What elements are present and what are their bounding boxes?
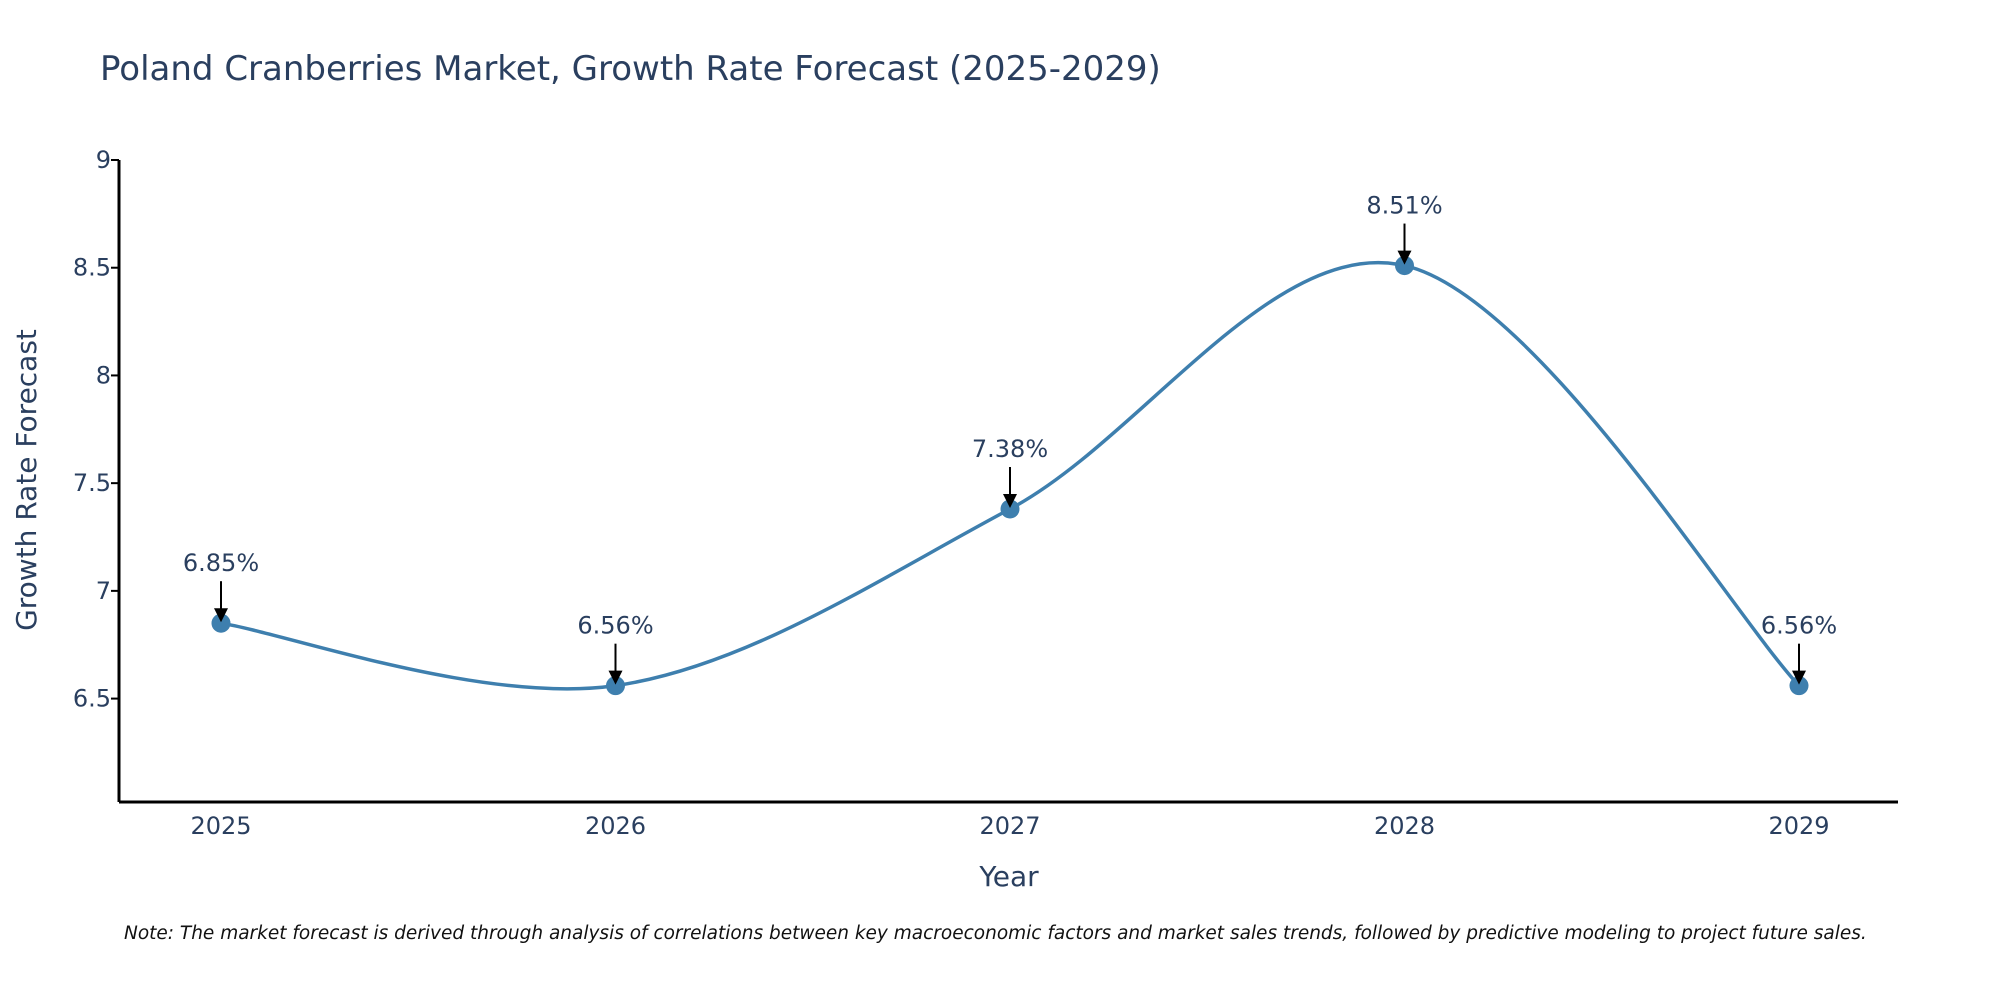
chart-note: Note: The market forecast is derived thr… — [124, 923, 1867, 944]
axes — [117, 160, 1898, 804]
y-tick-label: 8.5 — [73, 254, 111, 282]
data-label: 6.56% — [1761, 612, 1837, 640]
data-label: 6.85% — [183, 549, 259, 577]
y-tick-label: 7 — [96, 577, 111, 605]
x-tick-label: 2028 — [1374, 812, 1435, 840]
data-label: 6.56% — [577, 612, 653, 640]
data-point — [1395, 256, 1414, 276]
y-axis-title: Growth Rate Forecast — [10, 329, 43, 631]
x-tick-label: 2025 — [190, 812, 251, 840]
annotation-arrowhead — [1792, 670, 1806, 685]
annotation-arrowhead — [214, 608, 228, 623]
x-axis-ticks: 2025 2026 2027 2028 2029 — [190, 812, 1829, 840]
annotation-arrowhead — [608, 670, 623, 685]
y-tick-label: 8 — [96, 361, 111, 389]
data-point — [606, 676, 625, 696]
y-tick-label: 7.5 — [73, 469, 111, 497]
x-axis-title: Year — [978, 860, 1039, 893]
annotation-arrowhead — [1397, 250, 1412, 265]
x-tick-label: 2029 — [1768, 812, 1829, 840]
data-point — [211, 613, 231, 633]
series-line — [220, 261, 1801, 691]
data-point — [1000, 499, 1020, 519]
data-label: 8.51% — [1366, 192, 1442, 220]
x-tick-label: 2027 — [979, 812, 1040, 840]
y-axis-ticks: 6.5 7 7.5 8 8.5 9 — [73, 146, 119, 713]
y-tick-label: 9 — [96, 146, 111, 174]
annotation-arrowhead — [1003, 494, 1017, 509]
y-tick-label: 6.5 — [73, 685, 111, 713]
x-tick-label: 2026 — [585, 812, 646, 840]
data-markers — [211, 256, 1809, 696]
series-growth-rate — [220, 261, 1801, 691]
data-point — [1789, 676, 1809, 696]
chart-title: Poland Cranberries Market, Growth Rate F… — [100, 49, 1161, 89]
data-labels: 6.85% 6.56% 7.38% 8.51% 6.56% — [183, 192, 1837, 685]
data-label: 7.38% — [972, 435, 1048, 463]
